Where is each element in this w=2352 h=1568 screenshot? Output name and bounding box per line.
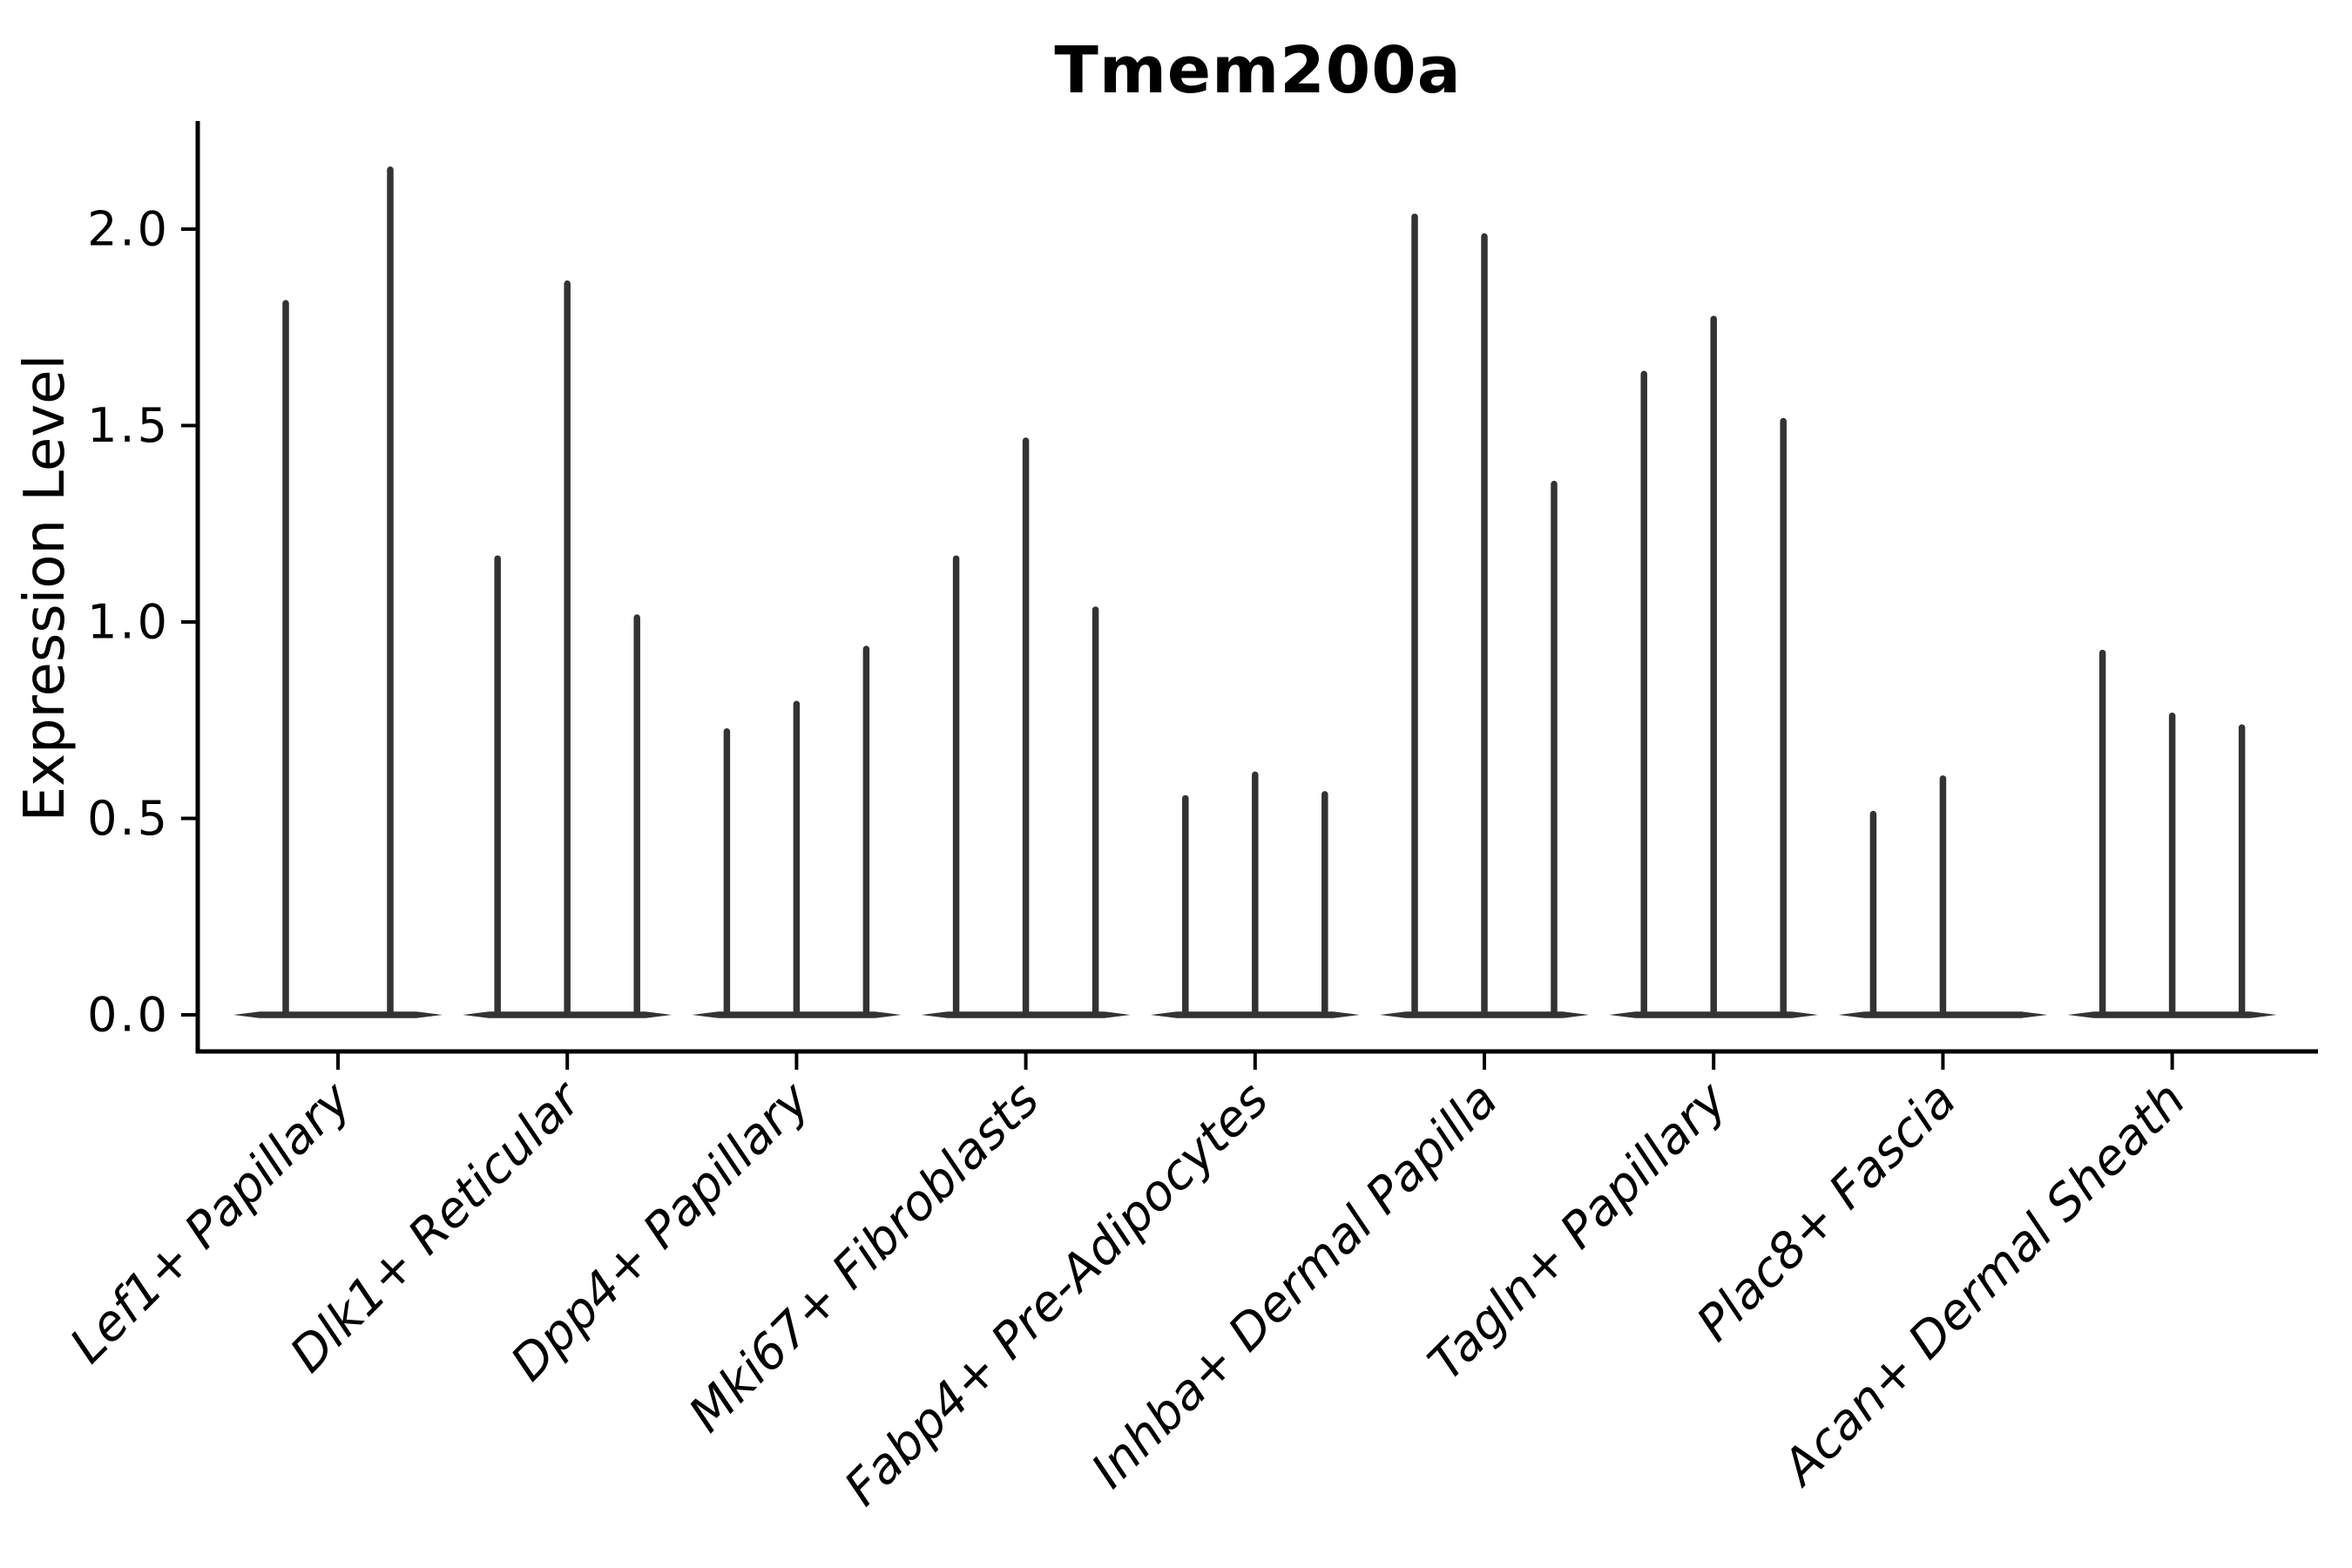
y-tick-label: 1.0 <box>87 595 170 650</box>
y-tick-label: 1.5 <box>87 398 170 453</box>
y-axis-label: Expression Level <box>13 355 78 822</box>
y-tick-label: 0.0 <box>87 988 170 1043</box>
y-tick-label: 2.0 <box>87 202 170 257</box>
x-tick-label: Acan+ Dermal Sheath <box>1770 1071 2196 1497</box>
x-tick-label: Fabp4+ Pre-Adipocytes <box>834 1071 1279 1517</box>
y-tick-label: 0.5 <box>87 791 170 846</box>
violin-base <box>233 1011 443 1018</box>
chart-title: Tmem200a <box>1054 33 1462 108</box>
x-tick-label: Inhba+ Dermal Papilla <box>1081 1071 1509 1499</box>
